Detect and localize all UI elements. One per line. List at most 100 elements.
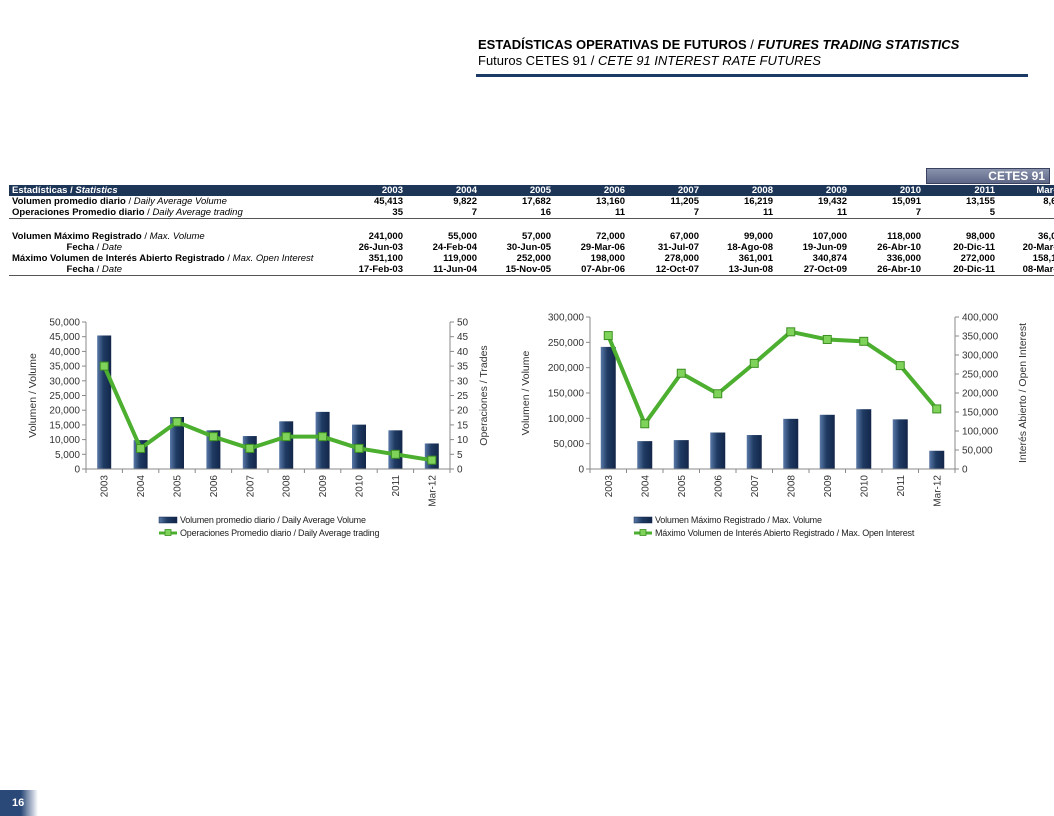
x-tick-label: 2007: [245, 475, 256, 498]
y2-tick-label: 50,000: [962, 446, 993, 457]
table-cell: 7: [406, 207, 480, 219]
y-tick-label: 40,000: [49, 347, 80, 358]
table-cell: 272,000: [960, 253, 995, 264]
table-cell: 9,822: [453, 196, 477, 207]
bar-2011: [892, 419, 908, 469]
legend-entry: Operaciones Promedio diario / Daily Aver…: [180, 528, 379, 538]
page-title: ESTADÍSTICAS OPERATIVAS DE FUTUROS / FUT…: [478, 37, 960, 52]
line-point-2011: [895, 361, 905, 371]
y-tick-label: 20,000: [49, 406, 80, 417]
x-tick-label: Mar-12: [427, 475, 438, 507]
y-tick-label: 45,000: [49, 332, 80, 343]
table-cell: 17-Feb-03: [332, 264, 406, 276]
x-tick-label: 2006: [209, 475, 220, 498]
table-cell: 13-Jun-08: [702, 264, 776, 276]
table-row: Volumen promedio diario / Daily Average …: [9, 196, 1054, 207]
line-point-2007: [245, 443, 255, 453]
y-tick-label: 30,000: [49, 376, 80, 387]
y2-tick-label: 15: [457, 420, 469, 431]
table-row: Máximo Volumen de Interés Abierto Regist…: [9, 253, 1054, 264]
line-point-2011: [390, 449, 400, 459]
line-point-2007: [749, 358, 759, 368]
line-series: [606, 329, 939, 426]
legend-bar-swatch: [158, 516, 178, 524]
y-axis-title: Volumen / Volume: [520, 351, 532, 436]
line-point-2005: [676, 368, 686, 378]
table-cell: 15,091: [891, 196, 921, 207]
page-header: ESTADÍSTICAS OPERATIVAS DE FUTUROS / FUT…: [478, 37, 1038, 69]
x-tick-label: 2010: [355, 475, 366, 498]
table-cell: 17,682: [521, 196, 551, 207]
table-cell: 20-Mar-12: [1022, 242, 1054, 253]
x-tick-label: 2011: [391, 475, 402, 497]
table-cell: 26-Abr-10: [850, 264, 924, 276]
y2-axis-title: Operaciones / Trades: [478, 345, 490, 445]
table-cell: 98,000: [965, 231, 995, 242]
table-cell: 11: [776, 207, 850, 219]
table-cell: 16: [480, 207, 554, 219]
x-tick-label: 2008: [786, 475, 797, 498]
line-point-2004: [136, 443, 146, 453]
y2-tick-label: 300,000: [962, 351, 999, 362]
line-point-2004: [640, 419, 650, 429]
table-cell: 5: [924, 207, 998, 219]
legend-entry: Máximo Volumen de Interés Abierto Regist…: [655, 528, 915, 538]
table-header-year: Mar-12: [998, 185, 1054, 196]
line-point-2006: [208, 432, 218, 442]
y-tick-label: 50,000: [49, 318, 80, 329]
table-header-year: 2003: [332, 185, 406, 196]
y2-tick-label: 100,000: [962, 427, 999, 438]
line-point-mar-12: [932, 404, 942, 414]
table-cell: 72,000: [595, 231, 625, 242]
table-row: Fecha / Date 17-Feb-03 11-Jun-04 15-Nov-05 0…: [9, 264, 1054, 276]
table-cell: 7: [628, 207, 702, 219]
bar-2011: [388, 430, 403, 469]
y2-tick-label: 0: [962, 465, 968, 476]
bar-2003: [97, 335, 112, 469]
table-cell: 11: [702, 207, 776, 219]
table-cell: 351,100: [368, 253, 403, 264]
table-cell: 18-Ago-08: [727, 242, 773, 253]
table-cell: 08-Mar-12: [998, 264, 1054, 276]
line-point-2010: [354, 443, 364, 453]
y-tick-label: 10,000: [49, 435, 80, 446]
table-cell: 67,000: [669, 231, 699, 242]
y-tick-label: 5,000: [55, 450, 80, 461]
table-cell: 340,874: [812, 253, 847, 264]
table-cell: 20-Dic-11: [953, 242, 995, 253]
line-point-2009: [318, 432, 328, 442]
row-label: Volumen promedio diario / Daily Average …: [12, 196, 227, 207]
y2-tick-label: 5: [457, 450, 463, 461]
x-tick-label: 2008: [282, 475, 293, 498]
y-tick-label: 250,000: [548, 338, 585, 349]
table-cell: 278,000: [664, 253, 699, 264]
line-series: [102, 365, 433, 463]
row-label: Volumen Máximo Registrado / Max. Volume: [12, 231, 205, 242]
table-header-year: 2008: [702, 185, 776, 196]
x-tick-label: 2005: [173, 475, 184, 498]
line-point-2006: [713, 389, 723, 399]
row-label: Fecha / Date: [66, 242, 122, 253]
line-point-mar-12: [427, 455, 437, 465]
table-cell: 11-Jun-04: [406, 264, 480, 276]
cetes-91-tab: CETES 91: [926, 168, 1050, 184]
table-cell: 07-Abr-06: [554, 264, 628, 276]
table-cell: 16,219: [743, 196, 773, 207]
y-tick-label: 200,000: [548, 363, 585, 374]
bar-2008: [279, 421, 294, 469]
row-label: Máximo Volumen de Interés Abierto Regist…: [12, 253, 314, 264]
y2-tick-label: 10: [457, 435, 469, 446]
x-tick-label: 2004: [640, 475, 651, 498]
y-tick-label: 100,000: [548, 414, 585, 425]
bar-2010: [856, 409, 872, 469]
table-cell: 20-Dic-11: [924, 264, 998, 276]
y2-tick-label: 25: [457, 391, 469, 402]
table-cell: 27-Oct-09: [776, 264, 850, 276]
table-cell: 198,000: [590, 253, 625, 264]
table-cell: 30-Jun-05: [506, 242, 551, 253]
table-cell: 11,205: [670, 196, 699, 207]
bar-mar-12: [929, 450, 945, 469]
line-point-2008: [281, 432, 291, 442]
table-cell: 12-Oct-07: [628, 264, 702, 276]
line-point-2003: [99, 361, 109, 371]
